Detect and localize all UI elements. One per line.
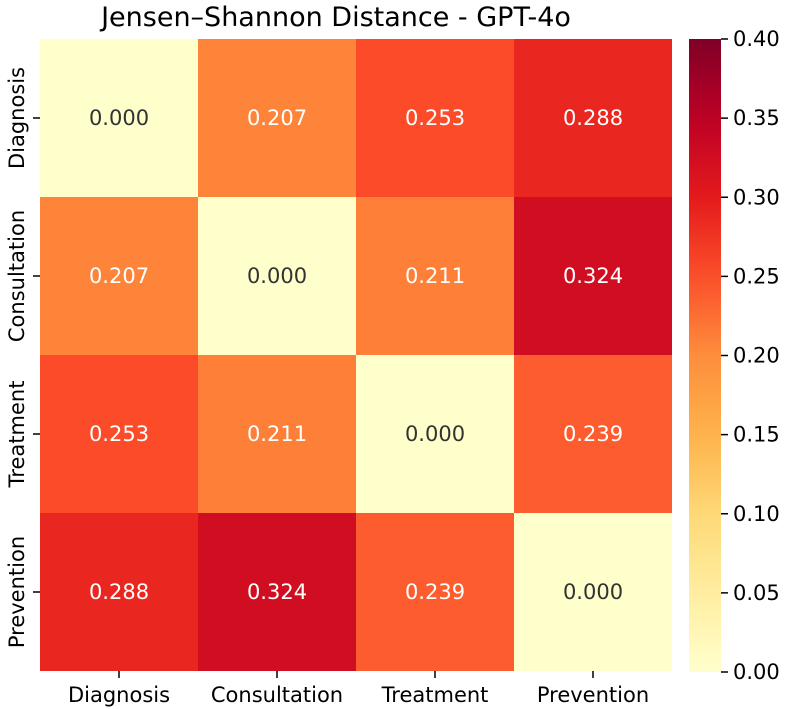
heatmap-cell bbox=[514, 197, 672, 355]
column-tick-label: Consultation bbox=[211, 683, 343, 707]
column-tick-label: Diagnosis bbox=[68, 683, 170, 707]
heatmap-cell bbox=[40, 513, 198, 671]
heatmap-cell bbox=[514, 355, 672, 513]
cell-value-label: 0.239 bbox=[563, 422, 623, 446]
cell-value-label: 0.288 bbox=[563, 106, 623, 130]
heatmap-cell bbox=[198, 355, 356, 513]
cell-value-label: 0.324 bbox=[563, 264, 623, 288]
colorbar-tick-label: 0.40 bbox=[733, 27, 780, 51]
heatmap-cell bbox=[40, 197, 198, 355]
colorbar-tick-label: 0.10 bbox=[733, 502, 780, 526]
cell-value-label: 0.000 bbox=[89, 106, 149, 130]
colorbar-tick-label: 0.00 bbox=[733, 660, 780, 684]
column-tick-labels: Diagnosis Consultation Treatment Prevention bbox=[68, 671, 649, 707]
heatmap-cell bbox=[198, 197, 356, 355]
colorbar-tick-label: 0.20 bbox=[733, 344, 780, 368]
heatmap-cell bbox=[356, 513, 514, 671]
row-tick-label: Treatment bbox=[5, 381, 29, 489]
cell-value-label: 0.207 bbox=[247, 106, 307, 130]
colorbar-tick-label: 0.25 bbox=[733, 264, 780, 288]
heatmap-cell bbox=[40, 39, 198, 197]
cell-value-label: 0.207 bbox=[89, 264, 149, 288]
heatmap-cell bbox=[198, 39, 356, 197]
heatmap-cell bbox=[514, 39, 672, 197]
colorbar bbox=[689, 39, 721, 672]
row-tick-labels: Diagnosis Consultation Treatment Prevention bbox=[5, 67, 40, 648]
row-tick-label: Diagnosis bbox=[5, 67, 29, 169]
cell-value-label: 0.239 bbox=[405, 580, 465, 604]
row-tick-label: Prevention bbox=[5, 536, 29, 648]
cell-value-label: 0.253 bbox=[405, 106, 465, 130]
heatmap-cell bbox=[514, 513, 672, 671]
cell-value-label: 0.000 bbox=[405, 422, 465, 446]
heatmap-cell bbox=[356, 355, 514, 513]
heatmap-cell bbox=[198, 513, 356, 671]
column-tick-label: Treatment bbox=[381, 683, 489, 707]
cell-value-label: 0.324 bbox=[247, 580, 307, 604]
cell-value-label: 0.000 bbox=[563, 580, 623, 604]
heatmap-cell bbox=[40, 355, 198, 513]
colorbar-tick-label: 0.05 bbox=[733, 581, 780, 605]
column-tick-label: Prevention bbox=[537, 683, 649, 707]
cell-value-label: 0.000 bbox=[247, 264, 307, 288]
colorbar-tick-label: 0.35 bbox=[733, 106, 780, 130]
cell-value-label: 0.211 bbox=[405, 264, 465, 288]
heatmap-cell bbox=[356, 39, 514, 197]
heatmap-cell bbox=[356, 197, 514, 355]
row-tick-label: Consultation bbox=[5, 210, 29, 342]
colorbar-tick-label: 0.15 bbox=[733, 423, 780, 447]
colorbar-tick-labels: 0.00 0.05 0.10 0.15 0.20 0.25 0.30 0.35 0.40 bbox=[721, 27, 780, 684]
cell-value-label: 0.288 bbox=[89, 580, 149, 604]
colorbar-tick-label: 0.30 bbox=[733, 185, 780, 209]
cell-value-label: 0.211 bbox=[247, 422, 307, 446]
chart-title: Jensen–Shannon Distance - GPT-4o bbox=[99, 2, 571, 33]
heatmap-cells: 0.000 0.207 0.253 0.288 0.207 0.000 0.211 0.324… bbox=[40, 39, 672, 671]
cell-value-label: 0.253 bbox=[89, 422, 149, 446]
